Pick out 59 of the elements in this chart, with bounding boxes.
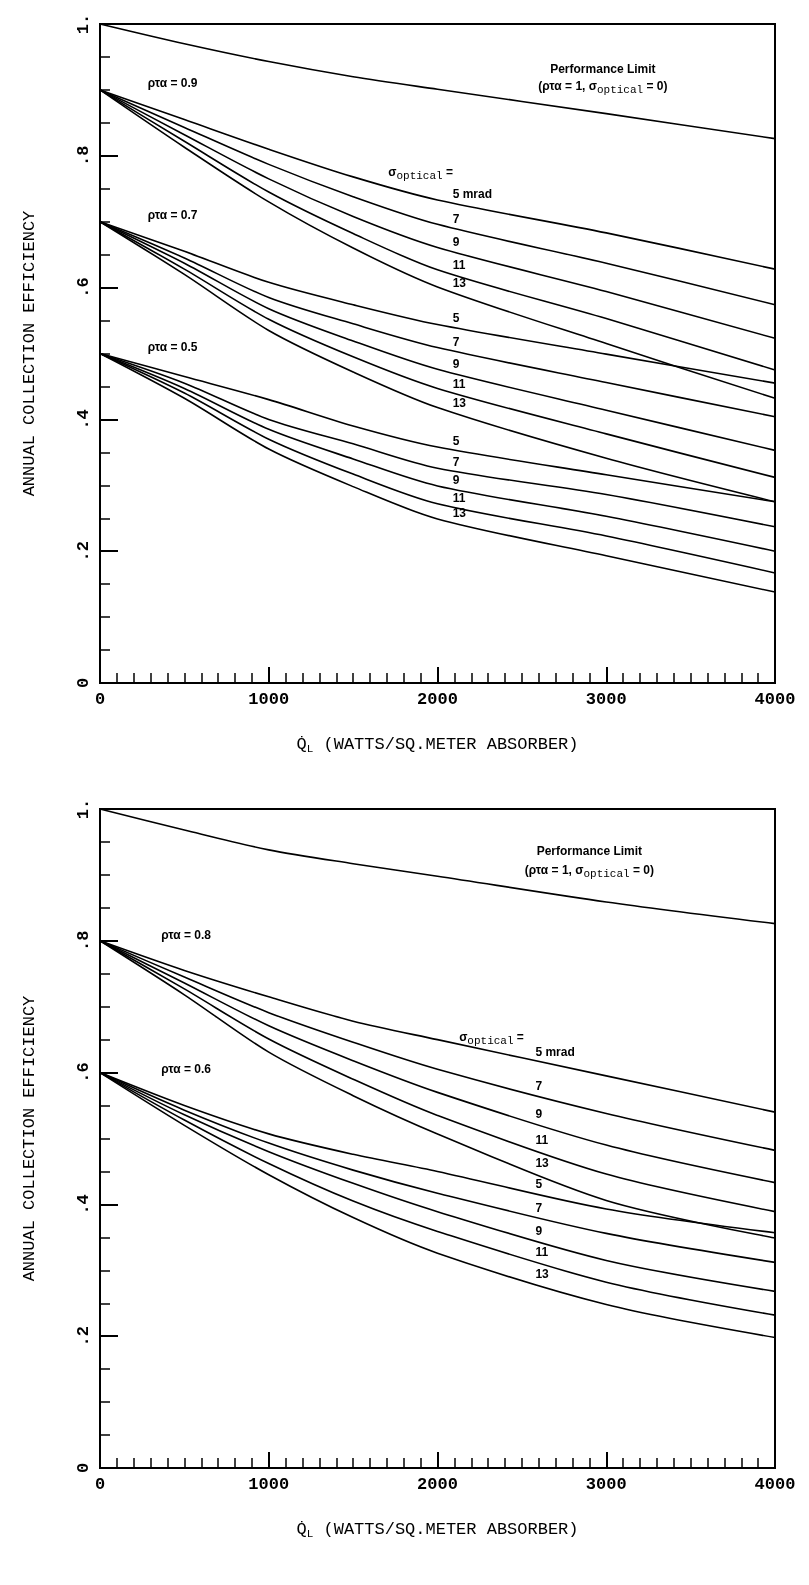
annotation: ρτα = 0.5: [147, 339, 198, 354]
series-label: 9: [452, 235, 460, 250]
annotation: σoptical =: [459, 1030, 524, 1048]
x-tick-label: 1000: [248, 690, 290, 709]
series-label: 13: [452, 276, 467, 291]
annotation: ρτα = 0.8: [161, 927, 212, 942]
series-label: 11: [452, 258, 466, 273]
y-axis-title: ANNUAL COLLECTION EFFICIENCY: [20, 210, 39, 497]
x-tick-label: 3000: [585, 690, 627, 709]
y-tick-label: 1.: [74, 13, 93, 35]
annotation: Performance Limit: [536, 844, 643, 859]
series-label: 13: [452, 396, 467, 411]
series-label: 5: [452, 311, 460, 326]
x-tick-label: 3000: [585, 1475, 627, 1494]
series-label: 5 mrad: [535, 1044, 575, 1059]
series-label: 7: [535, 1200, 543, 1215]
series-label: 7: [452, 454, 460, 469]
y-tick-label: 1.: [74, 798, 93, 820]
series-label: 7: [535, 1078, 543, 1093]
y-tick-label: .2: [74, 541, 93, 562]
series-label: 9: [452, 356, 460, 371]
series-label: 5: [452, 433, 460, 448]
series-label: 11: [452, 490, 466, 505]
x-tick-label: 4000: [754, 690, 796, 709]
annotation: ρτα = 0.9: [147, 76, 198, 91]
y-tick-label: .6: [74, 1062, 93, 1083]
series-label: 9: [535, 1106, 543, 1121]
y-axis-title: ANNUAL COLLECTION EFFICIENCY: [20, 995, 39, 1282]
y-tick-label: .4: [74, 1194, 93, 1215]
x-tick-label: 0: [94, 1475, 106, 1494]
series-label: 5: [535, 1177, 543, 1192]
x-tick-label: 1000: [248, 1475, 290, 1494]
x-tick-label: 4000: [754, 1475, 796, 1494]
y-tick-label: .8: [74, 145, 93, 166]
series-label: 13: [535, 1266, 550, 1281]
series-label: 9: [535, 1223, 543, 1238]
series-label: 7: [452, 211, 460, 226]
series-label: 13: [535, 1156, 550, 1171]
annotation: ρτα = 0.7: [147, 208, 198, 223]
x-tick-label: 2000: [417, 1475, 458, 1494]
x-tick-label: 2000: [417, 690, 458, 709]
y-tick-label: 0: [74, 1462, 93, 1474]
series-label: 5 mrad: [452, 186, 493, 201]
annotation: σoptical =: [388, 165, 454, 183]
series-label: 11: [535, 1133, 549, 1148]
annotation: (ρτα = 1, σoptical = 0): [538, 78, 668, 96]
y-tick-label: .6: [74, 277, 93, 298]
y-tick-label: .4: [74, 409, 93, 430]
series-label: 7: [452, 334, 460, 349]
y-tick-label: .2: [74, 1326, 93, 1347]
series-label: 11: [452, 376, 466, 391]
series-label: 11: [535, 1244, 549, 1259]
series-label: 9: [452, 472, 460, 487]
y-tick-label: .8: [74, 930, 93, 951]
annotation: ρτα = 0.6: [161, 1062, 212, 1077]
annotation: (ρτα = 1, σoptical = 0): [524, 863, 655, 881]
y-tick-label: 0: [74, 677, 93, 689]
x-tick-label: 0: [94, 690, 106, 709]
annotation: Performance Limit: [550, 61, 656, 76]
